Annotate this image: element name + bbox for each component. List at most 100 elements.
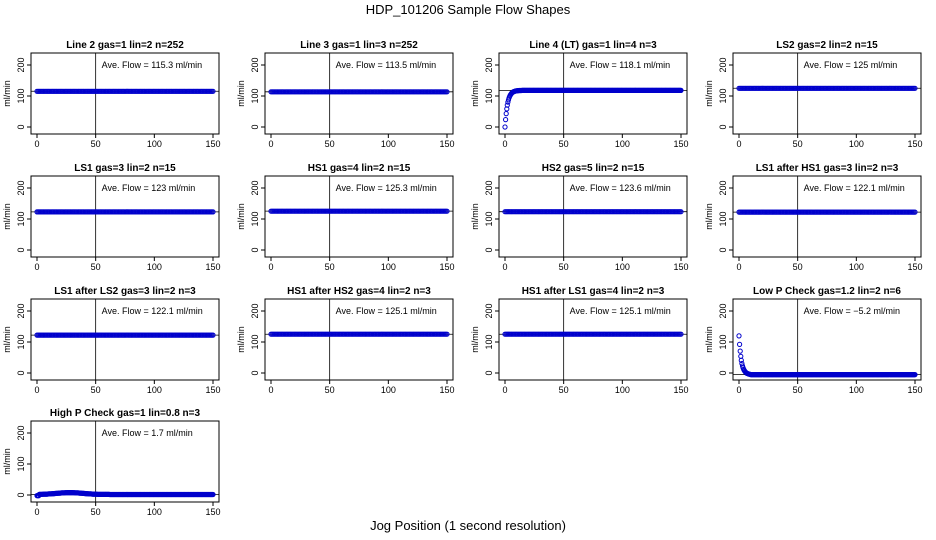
data-point — [738, 353, 744, 359]
plot-frame — [30, 175, 220, 258]
x-tick-label: 0 — [502, 139, 507, 149]
average-flow-label: Ave. Flow = 125.1 ml/min — [336, 306, 437, 316]
data-points — [34, 209, 216, 215]
x-tick-label: 50 — [91, 262, 101, 272]
average-flow-label: Ave. Flow = 1.7 ml/min — [102, 428, 193, 438]
y-axis-label: ml/min — [236, 326, 246, 353]
plot-frame — [498, 52, 688, 135]
y-tick-label: 100 — [250, 211, 260, 226]
data-point — [444, 89, 450, 95]
y-tick-label: 0 — [250, 247, 260, 252]
y-axis-label: ml/min — [236, 203, 246, 230]
y-tick-label: 200 — [250, 180, 260, 195]
panel-title: Line 2 gas=1 lin=2 n=252 — [66, 40, 184, 51]
data-points — [736, 85, 918, 91]
x-tick-label: 100 — [147, 507, 162, 517]
x-tick-label: 100 — [615, 262, 630, 272]
y-tick-label: 100 — [16, 456, 26, 471]
panel-title: LS1 gas=3 lin=2 n=15 — [74, 163, 176, 174]
panel-title: LS2 gas=2 lin=2 n=15 — [776, 40, 878, 51]
x-tick-label: 50 — [325, 262, 335, 272]
x-tick-label: 150 — [205, 385, 220, 395]
data-point — [678, 331, 684, 337]
plot-frame — [732, 52, 922, 135]
x-tick-label: 0 — [736, 139, 741, 149]
data-points — [736, 333, 918, 378]
x-tick-label: 0 — [268, 385, 273, 395]
y-tick-label: 0 — [718, 247, 728, 252]
data-points — [736, 209, 918, 215]
y-axis-label: ml/min — [2, 326, 12, 353]
x-tick-label: 100 — [849, 139, 864, 149]
average-flow-label: Ave. Flow = 123.6 ml/min — [570, 183, 671, 193]
x-tick-label: 150 — [205, 262, 220, 272]
panel-title: HS1 gas=4 lin=2 n=15 — [308, 163, 411, 174]
data-points — [34, 332, 216, 338]
x-tick-label: 150 — [205, 507, 220, 517]
data-point — [210, 491, 216, 498]
data-points — [34, 88, 216, 94]
y-tick-label: 100 — [718, 211, 728, 226]
y-axis-label: ml/min — [2, 203, 12, 230]
x-tick-label: 150 — [439, 262, 454, 272]
data-point — [503, 117, 509, 123]
x-tick-label: 0 — [736, 385, 741, 395]
x-tick-label: 50 — [91, 385, 101, 395]
y-tick-label: 100 — [718, 88, 728, 103]
y-tick-label: 100 — [16, 211, 26, 226]
average-flow-label: Ave. Flow = 115.3 ml/min — [102, 60, 202, 70]
panel-8: LS1 after HS1 gas=3 lin=2 n=3 0 50 100 150 0 1… — [704, 163, 923, 272]
x-tick-label: 50 — [559, 385, 569, 395]
panel-title: HS1 after LS1 gas=4 lin=2 n=3 — [522, 286, 665, 297]
data-points — [502, 331, 684, 337]
x-tick-label: 50 — [793, 385, 803, 395]
plot-frame — [498, 175, 688, 258]
y-axis-label: ml/min — [470, 326, 480, 353]
plot-frame — [30, 298, 220, 381]
panel-3: Line 4 (LT) gas=1 lin=4 n=3 0 50 100 150 0 100… — [470, 40, 689, 149]
data-points — [268, 89, 450, 95]
x-tick-label: 100 — [381, 139, 396, 149]
y-tick-label: 0 — [16, 370, 26, 375]
x-tick-label: 100 — [147, 139, 162, 149]
data-point — [210, 88, 216, 94]
y-axis-label: ml/min — [236, 80, 246, 107]
data-point — [736, 333, 742, 339]
panel-1: Line 2 gas=1 lin=2 n=252 0 50 100 150 0 100 200… — [2, 40, 221, 149]
data-point — [502, 124, 508, 130]
x-tick-label: 0 — [502, 385, 507, 395]
x-tick-label: 0 — [502, 262, 507, 272]
y-tick-label: 0 — [16, 124, 26, 129]
panel-title: Line 3 gas=1 lin=3 n=252 — [300, 40, 418, 51]
plot-frame — [264, 52, 454, 135]
y-tick-label: 200 — [484, 303, 494, 318]
x-tick-label: 100 — [147, 262, 162, 272]
x-tick-label: 150 — [907, 139, 922, 149]
x-tick-label: 150 — [907, 385, 922, 395]
y-tick-label: 200 — [718, 303, 728, 318]
y-tick-label: 0 — [718, 370, 728, 375]
average-flow-label: Ave. Flow = −5.2 ml/min — [804, 306, 900, 316]
y-axis-label: ml/min — [2, 80, 12, 107]
average-flow-label: Ave. Flow = 118.1 ml/min — [570, 60, 670, 70]
plot-frame — [30, 52, 220, 135]
data-point — [912, 372, 918, 378]
y-tick-label: 200 — [250, 57, 260, 72]
data-point — [503, 111, 509, 117]
x-tick-label: 0 — [268, 262, 273, 272]
data-point — [737, 348, 743, 354]
data-point — [210, 209, 216, 215]
x-tick-label: 100 — [147, 385, 162, 395]
average-flow-label: Ave. Flow = 113.5 ml/min — [336, 60, 436, 70]
x-tick-label: 100 — [381, 262, 396, 272]
figure-title: HDP_101206 Sample Flow Shapes — [365, 2, 571, 17]
plot-frame — [732, 175, 922, 258]
y-tick-label: 100 — [484, 334, 494, 349]
panel-12: Low P Check gas=1.2 lin=2 n=6 0 50 100 150 0 1… — [704, 286, 923, 395]
average-flow-label: Ave. Flow = 122.1 ml/min — [804, 183, 905, 193]
x-tick-label: 150 — [205, 139, 220, 149]
y-tick-label: 100 — [250, 88, 260, 103]
average-flow-label: Ave. Flow = 123 ml/min — [102, 183, 196, 193]
y-axis-label: ml/min — [470, 80, 480, 107]
